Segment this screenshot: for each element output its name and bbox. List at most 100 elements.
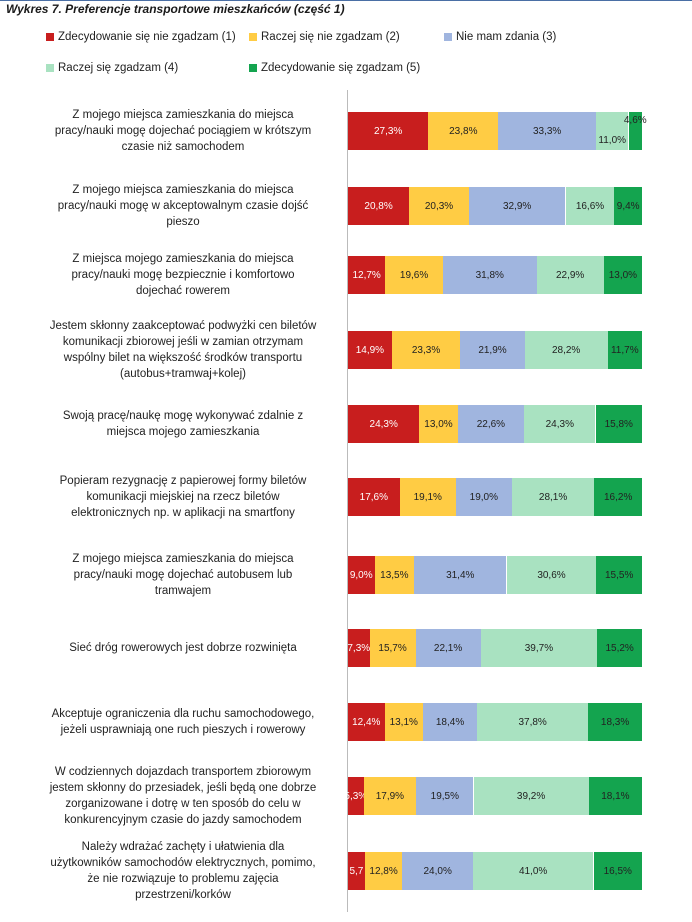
data-label: 20,3% [424, 200, 454, 212]
category-label-line: pracy/nauki mogę dojechać autobusem lub [73, 569, 293, 581]
data-label: 12,7% [352, 269, 381, 281]
bar-segment: 13,0% [603, 256, 642, 294]
data-label: 13,0% [608, 269, 638, 281]
data-label: 30,6% [537, 569, 566, 581]
legend-label: Raczej się nie zgadzam (2) [261, 31, 400, 43]
category-label-line: wspólny bilet na większość środków trans… [63, 352, 303, 364]
bar-segment: 22,1% [415, 629, 481, 667]
bar-segment: 33,3% [498, 112, 597, 150]
category-label-line: miejsca mojego zamieszkania [106, 426, 260, 438]
category-label: Z miejsca mojego zamieszkania do miejsca… [30, 251, 336, 299]
data-label: 21,9% [478, 344, 507, 356]
category-label-line: przestrzeni/korków [135, 889, 231, 901]
data-label: 31,4% [446, 569, 475, 581]
bar-segment: 15,7% [369, 629, 416, 667]
bar-segment: 5,7 [348, 852, 365, 890]
data-label: 11,7% [610, 344, 639, 356]
bar-segment: 20,3% [409, 187, 469, 225]
bar-segment: 11,0% [596, 112, 629, 150]
data-label: 32,9% [502, 200, 532, 212]
category-label-line: Jestem skłonny zaakceptować podwyżki cen… [49, 320, 317, 332]
category-label: Swoją pracę/naukę mogę wykonywać zdalnie… [30, 408, 336, 440]
data-label: 16,5% [603, 865, 632, 877]
bar-segment: 16,6% [565, 187, 615, 225]
data-label: 23,8% [449, 125, 478, 137]
category-label: Należy wdrażać zachęty i ułatwienia dla u… [30, 839, 336, 903]
bar-segment: 9,4% [614, 187, 642, 225]
data-label: 19,5% [430, 790, 460, 802]
bar-segment: 21,9% [460, 331, 525, 369]
bar-segment: 20,8% [348, 187, 410, 225]
chart-legend: Zdecydowanie się nie zgadzam (1) Raczej s… [0, 0, 692, 90]
data-label: 12,4% [352, 716, 381, 728]
bar-segment: 28,2% [524, 331, 608, 369]
data-label: 7,3% [347, 642, 371, 654]
category-label-line: Z mojego miejsca zamieszkania do miejsca [72, 553, 294, 565]
data-label: 11,0% [598, 134, 627, 146]
bar-segment: 19,0% [455, 478, 512, 516]
legend-swatch [46, 33, 54, 41]
bar-segment: 14,9% [348, 331, 392, 369]
data-label: 13,5% [380, 569, 409, 581]
category-label-line: Sieć dróg rowerowych jest dobrze rozwini… [69, 642, 297, 654]
data-label: 22,9% [555, 269, 585, 281]
category-label-line: Z mojego miejsca zamieszkania do miejsca [72, 184, 294, 196]
data-label: 18,1% [601, 790, 630, 802]
category-label-line: pracy/nauki mogę dojechać pociągiem w kr… [54, 125, 312, 137]
legend-label: Raczej się zgadzam (4) [58, 62, 179, 74]
bar-segment: 37,8% [477, 703, 589, 741]
bar-segment: 23,8% [428, 112, 499, 150]
data-label: 15,2% [605, 642, 634, 654]
data-label: 24,3% [369, 418, 398, 430]
data-label: 9,0% [349, 569, 373, 581]
data-label: 28,1% [538, 491, 568, 503]
category-label-line: czasie niż samochodem [121, 141, 245, 153]
data-label: 16,6% [575, 200, 605, 212]
bar-segment: 32,9% [468, 187, 566, 225]
legend-label: Nie mam zdania (3) [456, 31, 557, 43]
legend-swatch [249, 33, 257, 41]
bar-segment: 19,5% [416, 777, 474, 815]
category-label-line: komunikacji miejskiej na rzecz biletów [86, 491, 280, 503]
data-label: 17,9% [375, 790, 405, 802]
data-label: 22,1% [433, 642, 463, 654]
data-label: 22,6% [476, 418, 506, 430]
data-label: 31,8% [475, 269, 504, 281]
bar-segment: 39,2% [473, 777, 589, 815]
category-label-line: jeżeli usprawniają one ruch pieszych i r… [60, 724, 306, 736]
legend-swatch [249, 64, 257, 72]
category-label: Akceptuje ograniczenia dla ruchu samocho… [30, 706, 336, 738]
category-label-line: W codziennych dojazdach transportem zbio… [54, 766, 312, 778]
category-label-line: użytkowników samochodów elektrycznych, p… [50, 857, 316, 869]
bar-segment: 4,6% [624, 112, 647, 150]
category-label-line: jestem skłonny do przesiadek, jeśli będą… [49, 782, 317, 794]
data-label: 12,8% [369, 865, 398, 877]
bar-segment: 24,3% [524, 405, 596, 443]
bar-segment: 15,5% [596, 556, 642, 594]
data-label: 14,9% [355, 344, 385, 356]
data-label: 9,4% [616, 200, 640, 212]
category-label: Z mojego miejsca zamieszkania do miejsca… [30, 182, 336, 230]
bar-segment: 22,9% [536, 256, 604, 294]
category-label: Jestem skłonny zaakceptować podwyżki cen… [30, 318, 336, 382]
data-label: 13,0% [424, 418, 453, 430]
data-label: 39,7% [524, 642, 554, 654]
data-label: 5,7 [349, 865, 364, 877]
bar-segment: 15,2% [597, 629, 642, 667]
legend-swatch [444, 33, 452, 41]
bar-segment: 16,2% [594, 478, 642, 516]
bar-segment: 19,1% [399, 478, 456, 516]
data-label: 15,8% [604, 418, 633, 430]
data-label: 4,6% [623, 114, 647, 126]
legend-item: Raczej się zgadzam (4) [46, 62, 178, 74]
top-rule [0, 0, 692, 1]
category-label-line: Z miejsca mojego zamieszkania do miejsca [72, 253, 294, 265]
category-label: W codziennych dojazdach transportem zbio… [30, 764, 336, 828]
category-label-line: komunikacji zbiorowej jeśli w zamian otr… [62, 336, 304, 348]
chart-title: Wykres 7. Preferencje transportowe miesz… [6, 2, 345, 16]
bar-segment: 12,4% [348, 703, 385, 741]
data-label: 23,3% [411, 344, 441, 356]
category-label-line: tramwajem [154, 585, 212, 597]
bar-segment: 22,6% [457, 405, 525, 443]
